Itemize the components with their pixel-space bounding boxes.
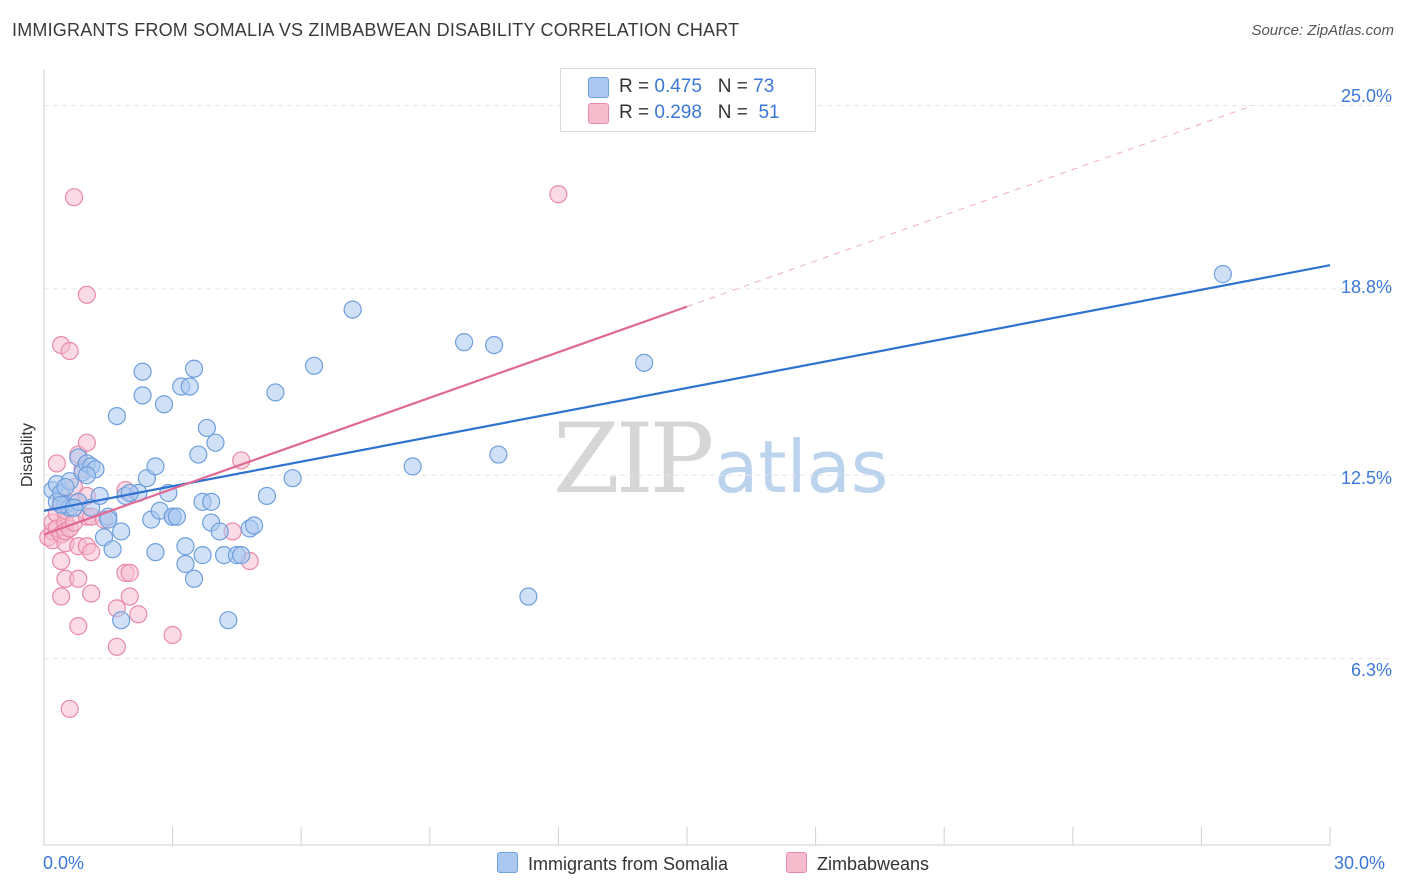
- point-somalia-59: [454, 333, 474, 352]
- point-somalia-17: [103, 540, 122, 559]
- chart-title: IMMIGRANTS FROM SOMALIA VS ZIMBABWEAN DI…: [12, 20, 740, 40]
- legend-r-value-somalia: 0.475: [654, 76, 702, 97]
- legend-swatch-zimbabwe: [588, 103, 609, 124]
- point-somalia-40: [189, 445, 208, 464]
- point-somalia-54: [266, 383, 285, 402]
- y-tick-label-2: 18.8%: [1340, 277, 1392, 297]
- y-axis-label: Disability: [19, 422, 36, 488]
- point-zimbabwe-21: [64, 188, 84, 207]
- point-zimbabwe-18: [60, 341, 79, 361]
- x-tick-label-min: 0.0%: [43, 853, 85, 873]
- point-somalia-64: [1213, 265, 1232, 284]
- legend-n-label-somalia: N =: [717, 76, 748, 97]
- point-zimbabwe-43: [120, 563, 139, 582]
- trendline-zimbabwe-2: [686, 105, 1254, 308]
- point-somalia-35: [176, 554, 195, 574]
- point-somalia-37: [180, 377, 199, 396]
- point-somalia-57: [343, 300, 362, 319]
- point-somalia-70: [56, 477, 75, 497]
- point-somalia-23: [133, 386, 152, 405]
- watermark-atlas: atlas: [714, 425, 889, 509]
- point-zimbabwe-46: [163, 625, 182, 645]
- point-somalia-69: [244, 516, 264, 535]
- point-somalia-66: [77, 466, 96, 485]
- point-somalia-60: [485, 335, 504, 355]
- watermark: ZIPatlas: [553, 403, 888, 515]
- series-swatch-somalia: [497, 852, 518, 873]
- point-somalia-36: [176, 537, 195, 556]
- point-zimbabwe-30: [77, 285, 96, 304]
- watermark-zip: ZIP: [553, 403, 714, 515]
- point-somalia-58: [403, 457, 422, 476]
- point-somalia-42: [193, 546, 212, 565]
- y-tick-label-0: 6.3%: [1350, 660, 1392, 680]
- point-somalia-62: [519, 587, 538, 606]
- series-name-somalia: Immigrants from Somalia: [528, 854, 729, 874]
- point-somalia-45: [202, 492, 221, 511]
- series-legend-somalia: Immigrants from Somalia: [497, 852, 728, 875]
- legend-swatch-somalia: [588, 77, 609, 98]
- point-zimbabwe-26: [69, 617, 88, 636]
- point-somalia-24: [133, 362, 152, 381]
- trendline-zimbabwe-1: [43, 305, 688, 536]
- point-somalia-19: [112, 611, 131, 630]
- point-zimbabwe-8: [52, 551, 71, 571]
- point-somalia-72: [167, 507, 186, 526]
- point-somalia-28: [146, 543, 165, 562]
- point-zimbabwe-37: [82, 584, 101, 603]
- point-somalia-51: [232, 546, 251, 565]
- point-zimbabwe-25: [69, 569, 88, 588]
- point-zimbabwe-45: [129, 605, 148, 624]
- series-swatch-zimbabwe: [786, 852, 807, 873]
- legend-n-label-zimbabwe: N =: [717, 102, 748, 123]
- point-somalia-47: [210, 522, 229, 541]
- legend-r-label-somalia: R =: [619, 76, 650, 97]
- trendline-somalia-0: [43, 264, 1331, 512]
- point-zimbabwe-20: [60, 699, 79, 719]
- point-somalia-67: [64, 498, 84, 517]
- point-somalia-61: [489, 445, 508, 464]
- point-somalia-49: [219, 611, 238, 630]
- point-somalia-39: [184, 569, 204, 588]
- legend-r-label-zimbabwe: R =: [619, 102, 650, 123]
- point-somalia-46: [206, 433, 225, 452]
- series-legend: Immigrants from Somalia Zimbabweans: [0, 852, 1406, 878]
- point-somalia-18: [107, 406, 126, 426]
- point-zimbabwe-40: [107, 637, 126, 656]
- legend-n-value-zimbabwe: 51: [758, 102, 780, 123]
- x-tick-label-max: 30.0%: [1334, 853, 1386, 873]
- legend-r-value-zimbabwe: 0.298: [654, 102, 702, 123]
- point-zimbabwe-44: [120, 587, 139, 606]
- legend-n-value-somalia: 73: [753, 76, 775, 97]
- y-tick-label-1: 12.5%: [1340, 468, 1392, 488]
- series-legend-zimbabwe: Zimbabweans: [786, 852, 929, 875]
- source-label: Source: ZipAtlas.com: [1251, 22, 1394, 39]
- point-zimbabwe-36: [82, 543, 101, 562]
- point-somalia-43: [197, 418, 216, 438]
- point-somalia-53: [257, 486, 277, 506]
- point-zimbabwe-9: [52, 587, 71, 606]
- point-zimbabwe-6: [47, 454, 66, 473]
- point-somalia-55: [283, 469, 302, 488]
- point-somalia-27: [146, 457, 165, 476]
- point-somalia-20: [112, 522, 131, 541]
- y-tick-label-3: 25.0%: [1340, 86, 1392, 106]
- series-name-zimbabwe: Zimbabweans: [817, 854, 930, 874]
- point-zimbabwe-50: [549, 185, 568, 204]
- point-somalia-63: [635, 353, 654, 372]
- point-zimbabwe-34: [77, 433, 96, 452]
- point-somalia-38: [184, 359, 204, 378]
- correlation-legend: R = 0.475 N = 73 R = 0.298 N = 51: [560, 68, 816, 132]
- point-somalia-30: [154, 395, 174, 414]
- point-somalia-56: [304, 356, 324, 375]
